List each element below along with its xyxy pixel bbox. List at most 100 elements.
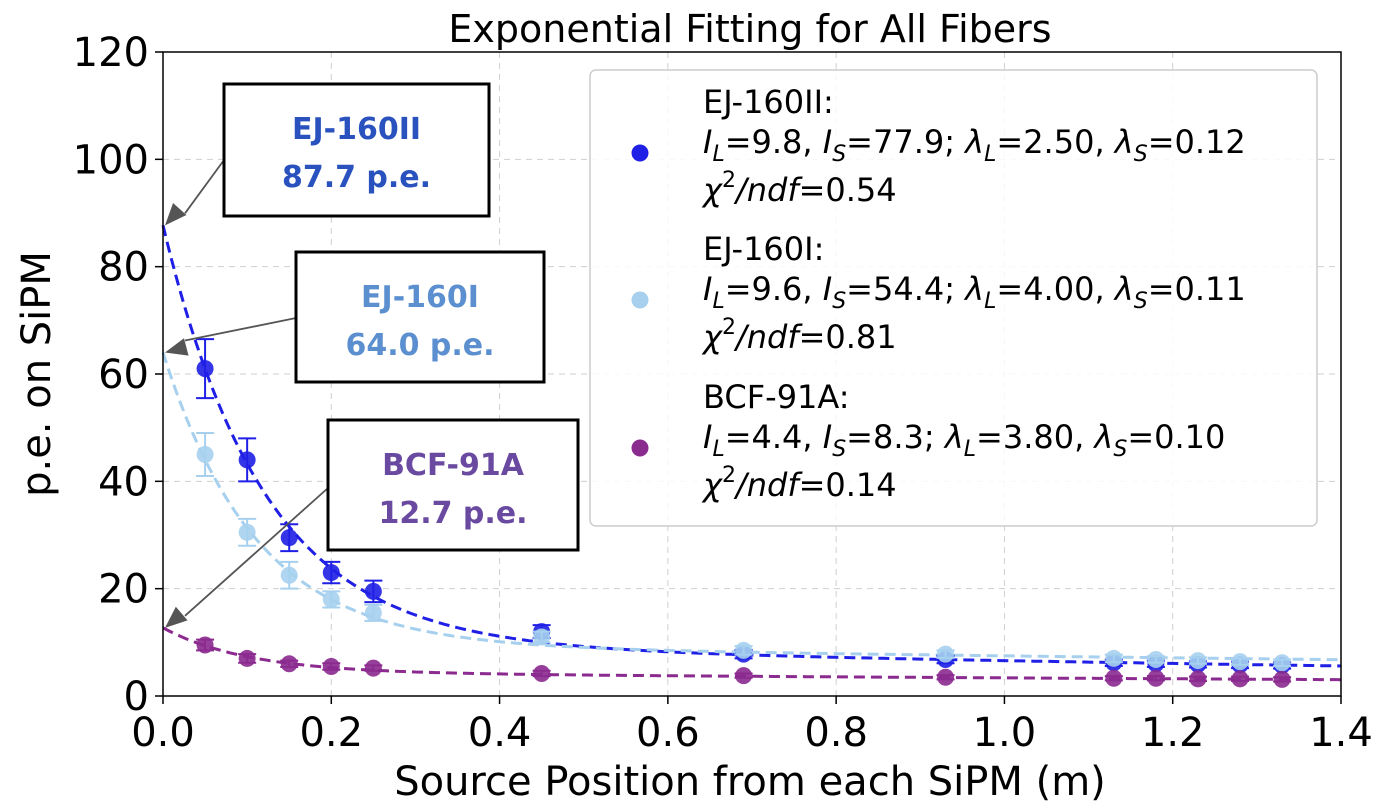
subscript-L: L — [964, 437, 976, 462]
data-point — [1105, 649, 1123, 667]
subscript-L: L — [712, 437, 724, 462]
y-tick-label: 20 — [98, 567, 149, 613]
data-point — [1189, 652, 1207, 670]
data-points — [196, 338, 1292, 688]
symbol-I: I — [823, 270, 832, 308]
x-tick-label: 0.6 — [636, 710, 700, 756]
x-tick-label: 1.0 — [973, 710, 1037, 756]
symbol-ndf: /ndf — [733, 171, 803, 209]
value-chi2: =0.54 — [799, 171, 897, 209]
data-point — [364, 659, 382, 677]
data-point — [1147, 669, 1165, 687]
data-point — [196, 636, 214, 654]
annotation-name: EJ-160I — [361, 280, 479, 315]
data-point — [322, 657, 340, 675]
legend-series-name: EJ-160II: — [703, 83, 834, 121]
subscript-L: L — [712, 289, 724, 314]
data-point — [937, 645, 955, 663]
symbol-lambda: λ — [1092, 418, 1113, 456]
legend-params: IL=4.4, IS=8.3; λL=3.80, λS=0.10 — [703, 418, 1225, 462]
data-point — [1105, 669, 1123, 687]
data-point — [238, 649, 256, 667]
y-tick-label: 100 — [73, 137, 149, 183]
data-point — [322, 590, 340, 608]
data-point — [280, 566, 298, 584]
value-lambdaS: =0.10 — [1127, 418, 1225, 456]
annotation-name: EJ-160II — [292, 112, 421, 147]
data-point — [533, 628, 551, 646]
fit-curve — [161, 352, 1342, 662]
x-tick-label: 1.2 — [1141, 710, 1205, 756]
data-point — [937, 668, 955, 686]
annotation-box — [294, 250, 546, 384]
annotation-arrowhead — [165, 202, 187, 226]
data-point — [1147, 651, 1165, 669]
symbol-ndf: /ndf — [733, 318, 803, 356]
legend: EJ-160II:IL=9.8, IS=77.9; λL=2.50, λS=0.… — [589, 69, 1318, 527]
superscript-2: 2 — [722, 168, 736, 193]
symbol-I: I — [823, 418, 832, 456]
annotation-value: 64.0 p.e. — [345, 328, 494, 363]
subscript-L: L — [984, 289, 996, 314]
subscript-S: S — [832, 142, 846, 167]
subscript-S: S — [1134, 142, 1148, 167]
annotation-arrow — [184, 317, 297, 342]
x-tick-label: 0.2 — [299, 710, 363, 756]
legend-params: IL=9.8, IS=77.9; λL=2.50, λS=0.12 — [703, 123, 1246, 167]
data-point — [322, 564, 340, 582]
superscript-2: 2 — [722, 463, 736, 488]
data-point — [196, 446, 214, 463]
data-point — [196, 360, 214, 378]
value-lambdaL: =4.00, — [996, 270, 1114, 308]
annotation-arrowhead — [165, 606, 188, 628]
annotation-box — [222, 82, 491, 218]
y-tick-label: 60 — [98, 352, 149, 398]
legend-chi2: χ2/ndf=0.54 — [701, 168, 897, 209]
value-IS: =8.3; — [846, 418, 945, 456]
y-tick-label: 80 — [98, 245, 149, 291]
value-IS: =54.4; — [846, 270, 965, 308]
value-chi2: =0.81 — [799, 318, 897, 356]
annotation-value: 87.7 p.e. — [282, 160, 431, 195]
data-point — [735, 667, 753, 685]
value-IS: =77.9; — [846, 123, 965, 161]
legend-chi2: χ2/ndf=0.81 — [701, 315, 897, 356]
symbol-chi: χ — [701, 171, 723, 209]
value-lambdaL: =2.50, — [996, 123, 1114, 161]
annotation-name: BCF-91A — [382, 448, 525, 483]
x-tick-label: 0.8 — [804, 710, 868, 756]
data-point — [1273, 670, 1291, 688]
value-lambdaS: =0.12 — [1148, 123, 1246, 161]
data-point — [1231, 670, 1249, 688]
value-IL: =9.6, — [725, 270, 823, 308]
legend-series-name: BCF-91A: — [703, 378, 850, 416]
symbol-ndf: /ndf — [733, 466, 803, 504]
symbol-lambda: λ — [963, 270, 984, 308]
subscript-S: S — [832, 289, 846, 314]
annotation-arrow — [184, 159, 225, 214]
symbol-lambda: λ — [1113, 270, 1134, 308]
subscript-L: L — [984, 142, 996, 167]
legend-params: IL=9.6, IS=54.4; λL=4.00, λS=0.11 — [703, 270, 1246, 314]
annotation-box — [326, 418, 580, 552]
symbol-lambda: λ — [943, 418, 964, 456]
data-point — [533, 664, 551, 682]
y-tick-label: 0 — [124, 674, 149, 720]
x-tick-label: 1.4 — [1309, 710, 1373, 756]
annotation-value: 12.7 p.e. — [378, 496, 527, 531]
value-lambdaL: =3.80, — [976, 418, 1094, 456]
subscript-S: S — [832, 437, 846, 462]
data-point — [280, 529, 298, 547]
symbol-chi: χ — [701, 318, 723, 356]
symbol-lambda: λ — [963, 123, 984, 161]
data-point — [1189, 670, 1207, 688]
y-tick-label: 120 — [73, 30, 149, 76]
legend-series-name: EJ-160I: — [703, 230, 824, 268]
subscript-S: S — [1134, 289, 1148, 314]
data-point — [238, 523, 256, 541]
data-point — [280, 655, 298, 673]
data-point — [364, 582, 382, 600]
data-point — [364, 604, 382, 622]
x-tick-label: 0.0 — [131, 710, 195, 756]
